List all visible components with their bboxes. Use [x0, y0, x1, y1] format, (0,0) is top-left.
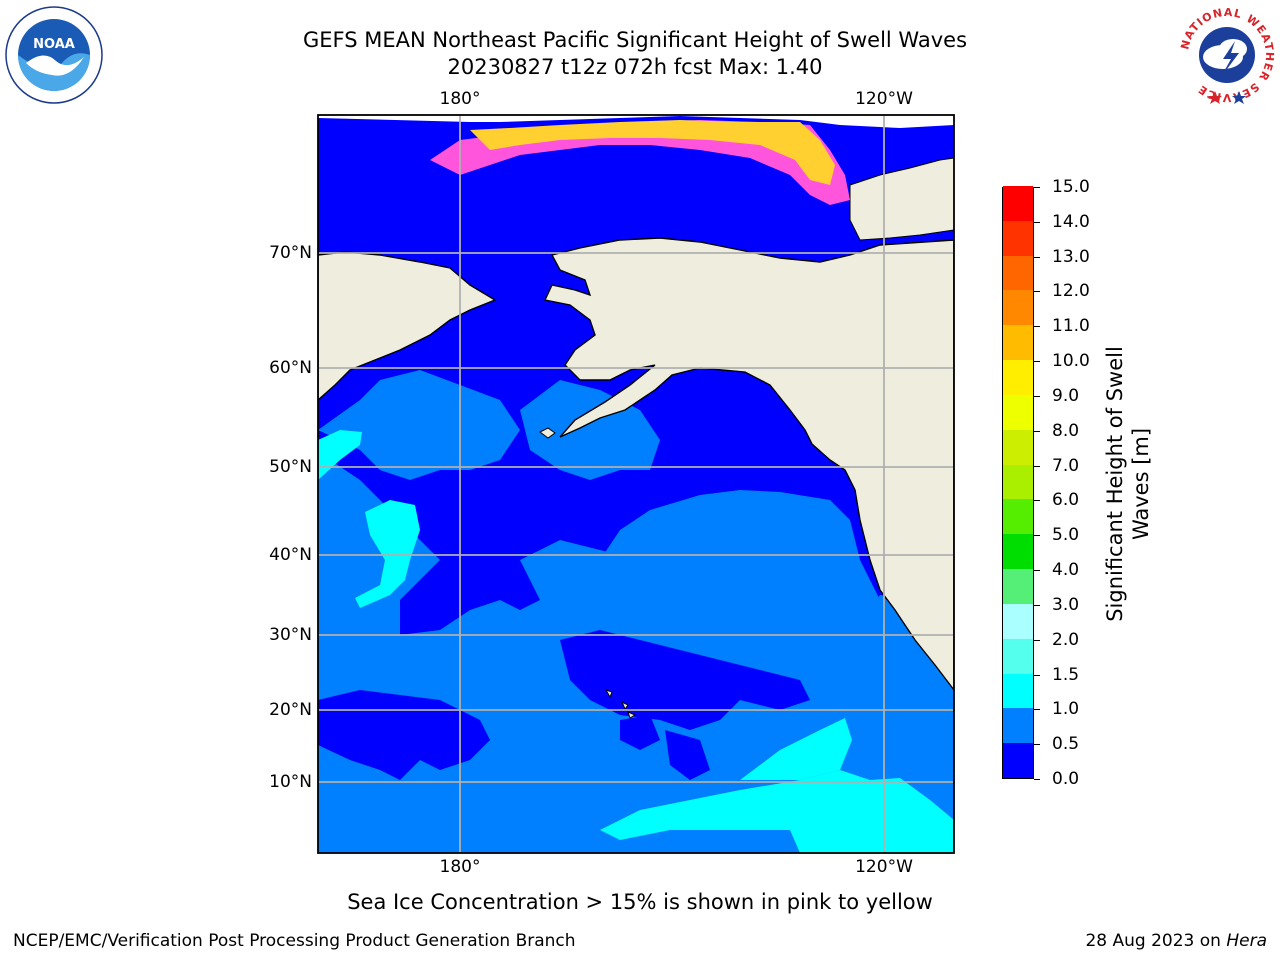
chart-title: GEFS MEAN Northeast Pacific Significant … — [302, 28, 968, 52]
colorbar-tick-label: 8.0 — [1052, 420, 1080, 441]
colorbar-segment — [1003, 498, 1033, 535]
noaa-logo-text: NOAA — [33, 37, 75, 52]
colorbar-tick — [1034, 221, 1040, 223]
lon-label-bottom-120w: 120°W — [855, 857, 913, 877]
colorbar-tick — [1034, 604, 1040, 606]
chart-subtitle: 20230827 t12z 072h fcst Max: 1.40 — [447, 55, 823, 79]
colorbar-tick-label: 5.0 — [1052, 525, 1080, 546]
sea-ice-yellow — [470, 120, 835, 185]
ocean-low-south-east — [620, 715, 660, 750]
colorbar-tick — [1034, 570, 1040, 572]
colorbar-segment — [1003, 255, 1033, 291]
colorbar-tick-label: 0.5 — [1052, 734, 1080, 755]
ocean-low-south-west — [318, 690, 490, 780]
ocean-mid-east — [520, 540, 660, 620]
colorbar-tick-label: 13.0 — [1052, 246, 1090, 267]
colorbar-tick-label: 2.0 — [1052, 629, 1080, 650]
footer-host: Hera — [1226, 931, 1267, 951]
lat-label-40n: 40°N — [269, 545, 312, 565]
colorbar-tick — [1034, 709, 1040, 711]
colorbar-tick — [1034, 430, 1040, 432]
colorbar-tick — [1034, 326, 1040, 328]
colorbar-tick-label: 11.0 — [1052, 316, 1090, 337]
colorbar-segment — [1003, 742, 1033, 778]
colorbar-segment — [1003, 464, 1033, 500]
colorbar-segment — [1003, 673, 1033, 709]
footer-date-text: 28 Aug 2023 on — [1085, 931, 1227, 951]
colorbar-segment — [1003, 324, 1033, 361]
ocean-low-south-small — [665, 730, 710, 780]
lat-label-60n: 60°N — [269, 358, 312, 378]
colorbar-segment — [1003, 220, 1033, 256]
colorbar-tick — [1034, 639, 1040, 641]
ocean-high-south — [600, 770, 954, 853]
colorbar-tick-label: 1.0 — [1052, 699, 1080, 720]
lat-label-20n: 20°N — [269, 700, 312, 720]
lat-label-70n: 70°N — [269, 243, 312, 263]
ocean-low-south-central — [560, 630, 810, 730]
colorbar-tick-label: 1.5 — [1052, 664, 1080, 685]
lon-label-bottom-180: 180° — [439, 857, 481, 877]
ocean-high-southeast — [740, 718, 852, 780]
colorbar-tick — [1034, 779, 1040, 780]
footer-credit: NCEP/EMC/Verification Post Processing Pr… — [13, 931, 576, 951]
colorbar-segment — [1003, 394, 1033, 430]
footer-date: 28 Aug 2023 on Hera — [1085, 931, 1267, 951]
land-aleutian — [539, 427, 556, 439]
sea-ice-white — [318, 115, 954, 128]
colorbar-segment — [1003, 707, 1033, 744]
colorbar-tick-label: 4.0 — [1052, 560, 1080, 581]
colorbar-tick-label: 9.0 — [1052, 385, 1080, 406]
noaa-logo: NOAA — [5, 6, 103, 104]
colorbar-tick-label: 0.0 — [1052, 769, 1080, 789]
ocean-high-west — [355, 500, 420, 608]
colorbar-segment — [1003, 359, 1033, 395]
colorbar — [1002, 185, 1034, 779]
graticule — [318, 115, 954, 853]
colorbar-tick — [1034, 744, 1040, 746]
colorbar-tick — [1034, 291, 1040, 293]
lat-label-50n: 50°N — [269, 457, 312, 477]
land-hawaii — [604, 689, 637, 719]
colorbar-segment — [1003, 185, 1033, 221]
colorbar-tick — [1034, 674, 1040, 676]
colorbar-tick-label: 7.0 — [1052, 455, 1080, 476]
colorbar-tick — [1034, 361, 1040, 363]
colorbar-tick-label: 15.0 — [1052, 177, 1090, 197]
colorbar-tick-label: 6.0 — [1052, 490, 1080, 511]
colorbar-tick — [1034, 465, 1040, 467]
lon-label-top-180: 180° — [439, 89, 481, 109]
colorbar-tick — [1034, 500, 1040, 502]
colorbar-tick-label: 12.0 — [1052, 281, 1090, 302]
lat-label-10n: 10°N — [269, 772, 312, 792]
colorbar-title-line2: Waves [m] — [1129, 427, 1153, 541]
nws-logo: NATIONAL WEATHER SERVICE — [1178, 6, 1275, 104]
colorbar-segment — [1003, 603, 1033, 639]
colorbar-tick-label: 3.0 — [1052, 594, 1080, 615]
sea-ice-caption: Sea Ice Concentration > 15% is shown in … — [347, 890, 933, 914]
land-arctic-islands — [849, 157, 954, 241]
colorbar-title: Significant Height of Swell Waves [m] — [1102, 346, 1154, 622]
ocean-mid-upper-band — [318, 370, 520, 480]
colorbar-segment — [1003, 429, 1033, 465]
colorbar-tick — [1034, 187, 1040, 188]
lon-label-top-120w: 120°W — [855, 89, 913, 109]
colorbar-tick-label: 14.0 — [1052, 211, 1090, 232]
colorbar-segment — [1003, 568, 1033, 604]
colorbar-tick — [1034, 395, 1040, 397]
map-frame — [317, 114, 955, 854]
colorbar-segment — [1003, 289, 1033, 326]
colorbar-tick — [1034, 535, 1040, 537]
colorbar-tick-label: 10.0 — [1052, 351, 1090, 372]
colorbar-segment — [1003, 638, 1033, 674]
colorbar-tick — [1034, 256, 1040, 258]
ocean-mid-tongue — [560, 505, 954, 700]
colorbar-title-line1: Significant Height of Swell — [1103, 346, 1127, 622]
colorbar-segment — [1003, 533, 1033, 570]
lat-label-30n: 30°N — [269, 625, 312, 645]
